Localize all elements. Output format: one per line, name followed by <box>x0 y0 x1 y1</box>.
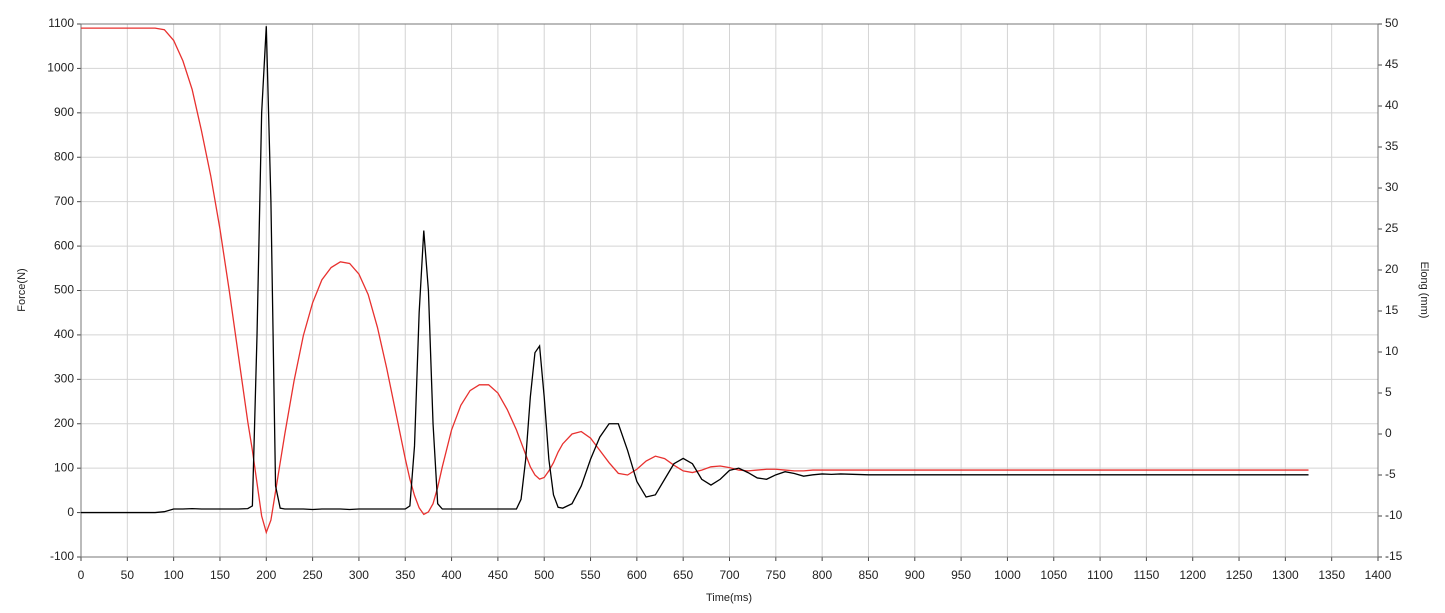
x-tick-label: 1200 <box>1179 568 1206 582</box>
x-tick-label: 700 <box>719 568 739 582</box>
y2-tick-label: 5 <box>1385 385 1392 399</box>
y-axis-label: Force(N) <box>16 268 28 311</box>
y2-axis-label: Elong (mm) <box>1418 262 1430 319</box>
x-tick-label: 550 <box>581 568 601 582</box>
x-tick-label: 300 <box>349 568 369 582</box>
y-tick-label: 500 <box>54 283 74 297</box>
y2-tick-label: 20 <box>1385 262 1399 276</box>
y2-tick-label: 35 <box>1385 139 1399 153</box>
x-tick-label: 850 <box>858 568 878 582</box>
x-tick-label: 1150 <box>1133 568 1159 582</box>
data-line <box>81 27 1309 535</box>
y-tick-label: 600 <box>54 238 74 252</box>
x-tick-label: 1050 <box>1040 568 1067 582</box>
y-tick-label: 800 <box>54 149 74 163</box>
y2-tick-label: 45 <box>1385 57 1399 71</box>
plot-border <box>80 23 1379 558</box>
x-tick-label: 350 <box>395 568 415 582</box>
y-tick-label: 200 <box>54 416 74 430</box>
y-tick-label: -100 <box>50 549 74 563</box>
x-tick-label: 200 <box>256 568 276 582</box>
y2-tick-label: -15 <box>1385 549 1403 563</box>
x-tick-label: 950 <box>951 568 971 582</box>
x-tick-label: 50 <box>121 568 135 582</box>
x-tick-label: 1350 <box>1318 568 1345 582</box>
y2-tick-label: -5 <box>1385 467 1396 481</box>
x-tick-label: 1300 <box>1272 568 1299 582</box>
y-tick-label: 700 <box>54 194 74 208</box>
y2-tick-label: -10 <box>1385 508 1403 522</box>
x-tick-label: 1000 <box>994 568 1021 582</box>
y2-tick-label: 15 <box>1385 303 1399 317</box>
y-tick-label: 300 <box>54 372 74 386</box>
y2-tick-label: 25 <box>1385 221 1399 235</box>
y2-tick-label: 50 <box>1385 16 1399 30</box>
y-tick-label: 100 <box>54 460 74 474</box>
x-tick-label: 1100 <box>1087 568 1113 582</box>
x-tick-label: 1250 <box>1226 568 1253 582</box>
y2-tick-label: 0 <box>1385 426 1392 440</box>
x-tick-label: 250 <box>303 568 323 582</box>
y-tick-label: 0 <box>67 505 74 519</box>
x-tick-label: 650 <box>673 568 693 582</box>
y-tick-label: 900 <box>54 105 74 119</box>
y-tick-label: 400 <box>54 327 74 341</box>
x-tick-label: 600 <box>627 568 647 582</box>
x-tick-label: 450 <box>488 568 508 582</box>
x-tick-label: 400 <box>442 568 462 582</box>
y2-tick-label: 10 <box>1385 344 1399 358</box>
x-tick-label: 1400 <box>1365 568 1392 582</box>
data-line <box>81 26 1309 514</box>
x-tick-label: 150 <box>210 568 230 582</box>
x-tick-label: 750 <box>766 568 786 582</box>
x-tick-label: 800 <box>812 568 832 582</box>
y2-tick-label: 30 <box>1385 180 1399 194</box>
x-tick-label: 100 <box>164 568 184 582</box>
y-tick-label: 1000 <box>47 61 74 75</box>
x-tick-label: 900 <box>905 568 925 582</box>
x-tick-label: 0 <box>78 568 85 582</box>
y2-tick-label: 40 <box>1385 98 1399 112</box>
x-axis-label: Time(ms) <box>706 592 752 604</box>
y-tick-label: 1100 <box>48 16 74 30</box>
x-tick-label: 500 <box>534 568 554 582</box>
